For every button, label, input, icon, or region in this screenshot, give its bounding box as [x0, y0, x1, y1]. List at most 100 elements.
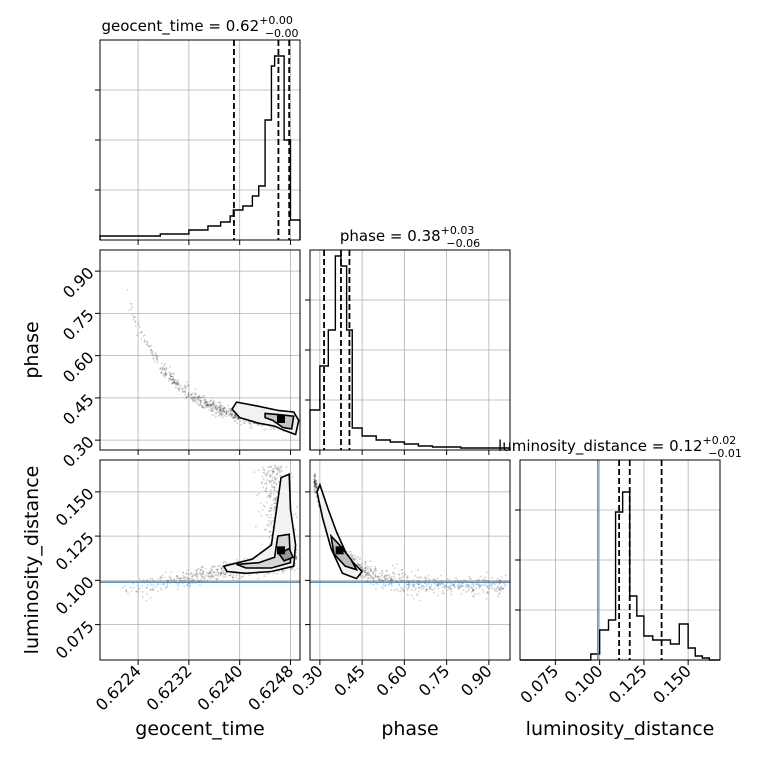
- sample-point: [210, 569, 213, 572]
- sample-point: [184, 393, 187, 396]
- sample-point: [171, 375, 174, 378]
- sample-point: [354, 558, 357, 561]
- sample-point: [405, 583, 408, 586]
- sample-point: [191, 579, 194, 582]
- sample-point: [152, 588, 155, 591]
- sample-point: [194, 392, 197, 394]
- sample-point: [195, 572, 198, 575]
- sample-point: [220, 572, 222, 574]
- sample-point: [374, 566, 377, 568]
- sample-point: [196, 568, 199, 571]
- sample-point: [190, 394, 193, 397]
- sample-point: [179, 577, 182, 580]
- tick-label-x: 0.90: [457, 661, 496, 700]
- sample-point: [434, 579, 437, 581]
- sample-point: [220, 409, 223, 411]
- tick-label-y: 0.075: [52, 617, 98, 663]
- sample-point: [194, 399, 197, 401]
- sample-point: [171, 382, 174, 385]
- sample-point: [364, 574, 367, 576]
- sample-point: [209, 409, 212, 412]
- sample-point: [277, 469, 280, 472]
- sample-point: [131, 302, 133, 305]
- sample-point: [204, 401, 206, 404]
- sample-point: [371, 577, 374, 579]
- sample-point: [443, 586, 446, 589]
- sample-point: [140, 331, 143, 334]
- sample-point: [427, 575, 430, 577]
- sample-point: [496, 588, 498, 590]
- sample-point: [199, 403, 202, 406]
- sample-point: [136, 334, 139, 337]
- sample-point: [273, 467, 276, 470]
- sample-point: [141, 584, 144, 587]
- sample-point: [363, 566, 366, 569]
- sample-point: [315, 482, 317, 485]
- sample-point: [206, 406, 208, 409]
- sample-point: [170, 375, 172, 378]
- sample-point: [132, 315, 135, 318]
- sample-point: [501, 588, 504, 590]
- sample-point: [377, 578, 380, 580]
- sample-point: [472, 589, 475, 592]
- sample-point: [201, 406, 204, 408]
- sample-point: [225, 411, 227, 413]
- sample-point: [222, 561, 225, 564]
- sample-point: [220, 573, 223, 575]
- sample-point: [316, 485, 319, 488]
- sample-point: [265, 488, 267, 491]
- sample-point: [418, 583, 420, 586]
- sample-point: [223, 407, 225, 410]
- sample-point: [236, 422, 239, 425]
- sample-point: [265, 514, 268, 516]
- sample-point: [269, 516, 272, 519]
- sample-point: [270, 484, 273, 486]
- sample-point: [152, 584, 155, 586]
- sample-point: [125, 590, 128, 592]
- sample-point: [178, 577, 181, 579]
- sample-point: [164, 571, 167, 574]
- sample-point: [274, 486, 276, 489]
- sample-point: [217, 406, 219, 408]
- sample-point: [198, 395, 200, 398]
- sample-point: [257, 577, 260, 580]
- sample-point: [472, 583, 475, 586]
- sample-point: [269, 475, 272, 478]
- sample-point: [372, 570, 375, 573]
- sample-point: [273, 505, 276, 508]
- sample-point: [462, 589, 465, 591]
- sample-point: [130, 590, 133, 592]
- sample-point: [271, 486, 273, 488]
- sample-point: [210, 403, 213, 406]
- sample-point: [366, 574, 368, 576]
- sample-point: [191, 400, 194, 403]
- sample-point: [478, 585, 480, 587]
- sample-point: [486, 585, 489, 587]
- sample-point: [210, 577, 212, 580]
- sample-point: [295, 557, 297, 560]
- sample-point: [151, 351, 154, 354]
- sample-point: [211, 409, 214, 412]
- sample-point: [416, 576, 418, 579]
- sample-point: [475, 587, 478, 590]
- sample-point: [166, 579, 168, 582]
- sample-point: [314, 472, 316, 475]
- title-main: luminosity_distance = 0.12: [498, 437, 702, 456]
- sample-point: [400, 569, 403, 571]
- sample-point: [272, 427, 274, 430]
- sample-point: [498, 592, 501, 595]
- sample-point: [406, 593, 409, 596]
- sample-point: [275, 495, 278, 498]
- sample-point: [212, 403, 214, 405]
- sample-point: [315, 495, 318, 498]
- sample-point: [471, 583, 473, 585]
- sample-point: [368, 574, 371, 577]
- sample-point: [418, 586, 421, 589]
- sample-point: [180, 577, 183, 580]
- sample-point: [486, 586, 489, 589]
- sample-point: [367, 573, 370, 576]
- sample-point: [313, 485, 316, 487]
- sample-point: [129, 586, 132, 589]
- sample-point: [472, 595, 475, 598]
- sample-point: [164, 374, 166, 376]
